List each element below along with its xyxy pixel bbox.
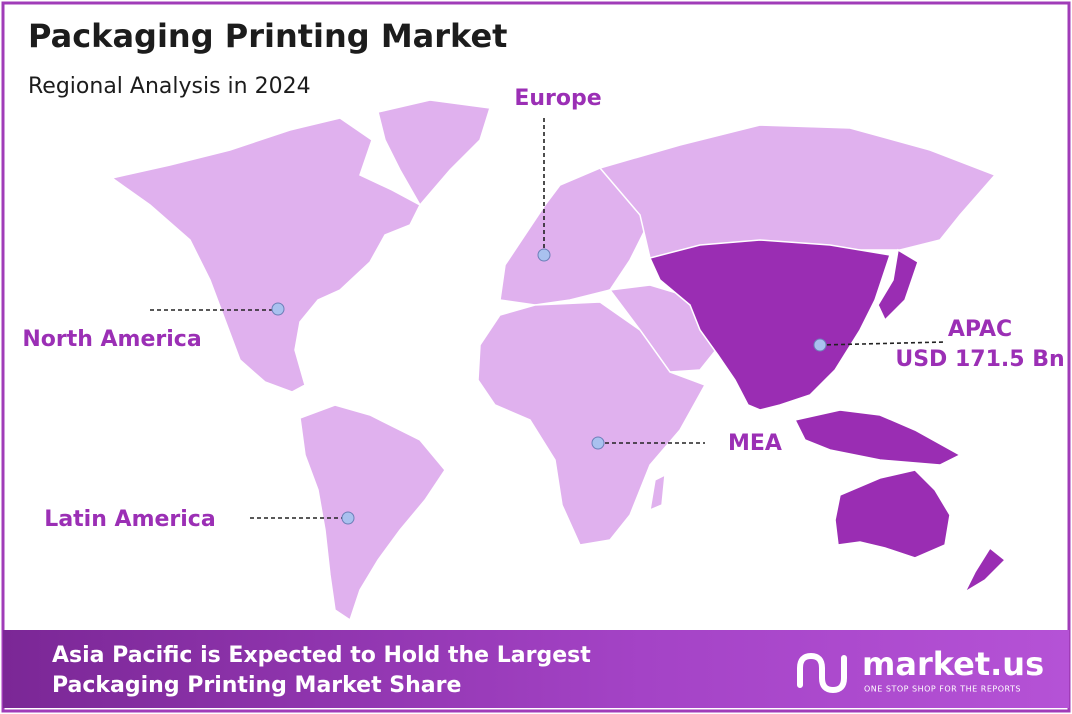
title: Packaging Printing Market (28, 17, 507, 55)
southeast-asia-islands (793, 409, 962, 466)
footer-text: Packaging Printing Market Share (52, 673, 461, 698)
footer-band (3, 630, 1069, 708)
region-marker (537, 248, 551, 262)
region-label: Europe (514, 86, 601, 111)
latin-america (299, 404, 446, 622)
brand-name: market.us (862, 645, 1044, 683)
region-label: Latin America (44, 507, 215, 532)
new-zealand (963, 546, 1007, 594)
subtitle: Regional Analysis in 2024 (28, 74, 311, 99)
region-marker (271, 302, 285, 316)
brand-tagline: ONE STOP SHOP FOR THE REPORTS (864, 685, 1021, 694)
asia-mainland (648, 239, 891, 411)
callouts: Europe North America Latin America MEA A… (22, 86, 1064, 532)
region-value: USD 171.5 Bn (895, 347, 1064, 372)
region-label: North America (22, 327, 201, 352)
japan (877, 248, 919, 322)
region-marker (591, 436, 605, 450)
footer: Asia Pacific is Expected to Hold the Lar… (3, 630, 1069, 708)
region-label: MEA (728, 431, 782, 456)
footer-text: Asia Pacific is Expected to Hold the Lar… (52, 643, 591, 668)
region-label: APAC (948, 317, 1012, 342)
world-map (110, 99, 1007, 622)
australia (834, 469, 951, 559)
region-marker (341, 511, 355, 525)
africa (477, 301, 707, 546)
greenland (377, 99, 491, 207)
brand-logo-icon (797, 652, 847, 694)
madagascar (649, 473, 666, 512)
north-america (110, 117, 421, 393)
region-marker (813, 338, 827, 352)
